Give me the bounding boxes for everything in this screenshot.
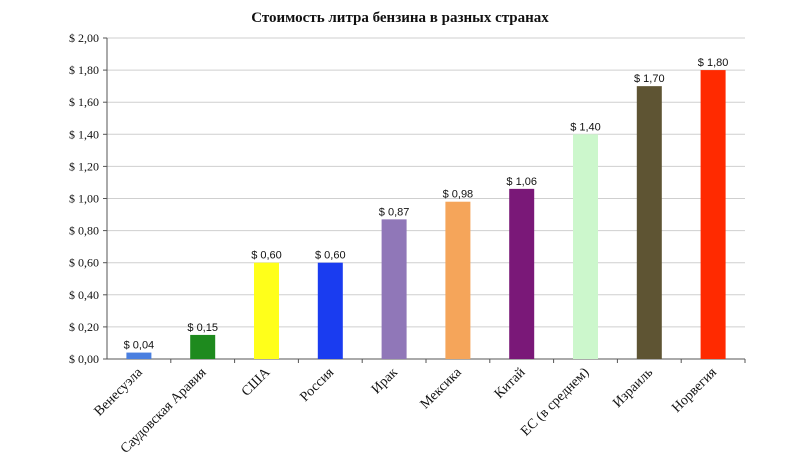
data-label: $ 1,06 — [506, 176, 537, 188]
y-tick-label: $ 1,40 — [69, 127, 99, 141]
bar — [700, 70, 726, 359]
data-label: $ 1,70 — [634, 73, 665, 85]
chart-title: Стоимость литра бензина в разных странах — [251, 10, 549, 26]
x-tick-label: Норвегия — [669, 365, 720, 416]
x-tick-label: Венесуэла — [92, 365, 147, 420]
data-label: $ 0,04 — [124, 340, 155, 352]
x-tick-label: Ирак — [369, 365, 401, 397]
data-label: $ 0,87 — [379, 206, 410, 218]
data-label: $ 1,40 — [570, 121, 601, 133]
y-tick-label: $ 0,40 — [69, 288, 99, 302]
y-tick-label: $ 1,80 — [69, 63, 99, 77]
y-tick-label: $ 2,00 — [69, 31, 99, 45]
x-tick-label: Россия — [297, 365, 337, 405]
bar — [381, 219, 407, 359]
x-tick-label: ЕС (в среднем) — [518, 365, 592, 439]
y-axis-ticks: $ 0,00 $ 0,20 $ 0,40 $ 0,60 $ 0,80 $ 1,00 $ 1,… — [69, 31, 107, 366]
x-tick-label: США — [239, 365, 274, 400]
y-tick-label: $ 1,00 — [69, 192, 99, 206]
y-tick-label: $ 0,60 — [69, 256, 99, 270]
y-tick-label: $ 0,20 — [69, 320, 99, 334]
data-label: $ 1,80 — [698, 57, 729, 69]
x-tick-label: Израиль — [610, 365, 656, 411]
data-label: $ 0,60 — [315, 250, 346, 262]
bars — [126, 70, 726, 360]
y-tick-label: $ 1,60 — [69, 95, 99, 109]
data-label: $ 0,15 — [187, 322, 218, 334]
y-tick-label: $ 0,00 — [69, 352, 99, 366]
y-tick-label: $ 1,20 — [69, 159, 99, 173]
bar — [317, 262, 343, 359]
bar — [509, 188, 535, 359]
gridlines — [107, 37, 745, 328]
x-tick-label: Китай — [492, 365, 529, 402]
data-label: $ 0,98 — [443, 189, 474, 201]
bar — [190, 334, 216, 359]
bar — [636, 86, 662, 360]
bar — [445, 201, 471, 359]
data-labels: $ 0,04 $ 0,15 $ 0,60 $ 0,60 $ 0,87 $ 0,98 $ 1,… — [124, 57, 729, 351]
y-tick-label: $ 0,80 — [69, 224, 99, 238]
bar — [126, 352, 152, 359]
bar — [254, 262, 279, 359]
data-label: $ 0,60 — [251, 250, 282, 262]
x-tick-label: Мексика — [418, 365, 466, 413]
bar — [573, 134, 598, 359]
